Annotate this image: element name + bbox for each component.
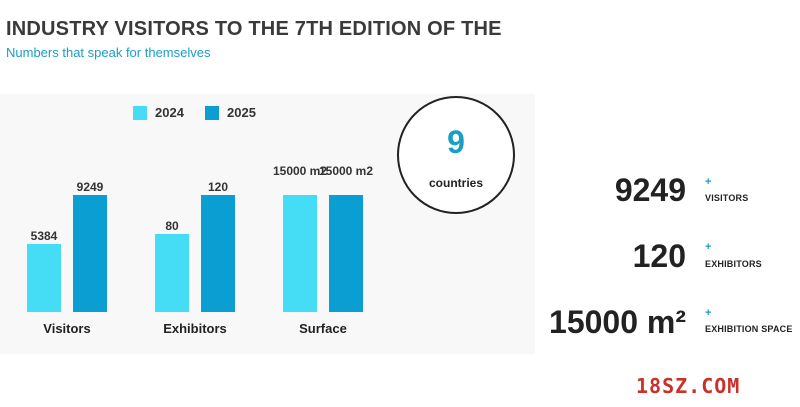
countries-badge: 9 countries <box>397 96 515 214</box>
stat-exhibitors-plus-icon: + <box>705 241 712 253</box>
legend-item-2025: 2025 <box>205 105 256 120</box>
legend-item-2024: 2024 <box>133 105 184 120</box>
stat-space-plus-icon: + <box>705 307 712 319</box>
bar-visitors-2024 <box>27 244 61 312</box>
bar-label-exhibitors-2025: 120 <box>207 180 229 194</box>
legend-label-2024: 2024 <box>155 105 184 120</box>
category-label-surface: Surface <box>299 321 347 336</box>
countries-count: 9 <box>447 124 465 160</box>
stat-exhibitors-value: 120 <box>632 238 686 274</box>
countries-label: countries <box>428 176 483 190</box>
stat-visitors-plus-icon: + <box>705 176 712 188</box>
legend-swatch-2024 <box>133 105 147 120</box>
page-subtitle: Numbers that speak for themselves <box>6 45 211 60</box>
stat-space-value: 15000 m² <box>549 304 686 340</box>
category-label-exhibitors: Exhibitors <box>163 321 227 336</box>
bar-label-surface-2024: 15000 m2 <box>272 164 328 178</box>
bar-surface-2025 <box>329 195 363 312</box>
stat-exhibitors-label: EXHIBITORS <box>705 259 762 269</box>
bar-label-visitors-2024: 5384 <box>30 229 58 243</box>
bar-label-surface-2025: 15000 m2 <box>318 164 374 178</box>
page-title: INDUSTRY VISITORS TO THE 7TH EDITION OF … <box>6 18 502 40</box>
stat-space-label: EXHIBITION SPACE <box>705 324 793 334</box>
legend-label-2025: 2025 <box>227 105 256 120</box>
bar-label-visitors-2025: 9249 <box>76 180 104 194</box>
watermark: 18SZ.COM <box>636 374 741 398</box>
bar-exhibitors-2025 <box>201 195 235 312</box>
category-label-visitors: Visitors <box>43 321 91 336</box>
legend-swatch-2025 <box>205 105 219 120</box>
bar-visitors-2025 <box>73 195 107 312</box>
stat-visitors-value: 9249 <box>614 172 686 208</box>
bar-exhibitors-2024 <box>155 234 189 312</box>
bar-surface-2024 <box>283 195 317 312</box>
stat-visitors-label: VISITORS <box>705 193 749 203</box>
bar-label-exhibitors-2024: 80 <box>165 219 179 233</box>
stats-panel <box>537 94 800 354</box>
